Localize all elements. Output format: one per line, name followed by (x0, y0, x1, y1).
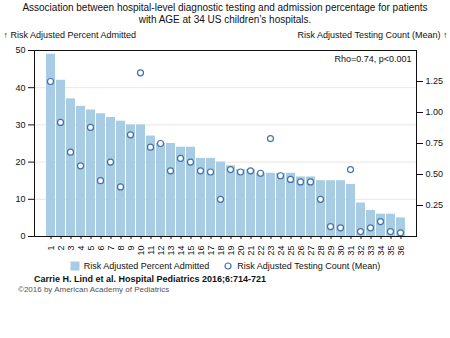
svg-text:Risk Adjusted Testing Count (M: Risk Adjusted Testing Count (Mean) ↑ (298, 30, 448, 40)
svg-text:10: 10 (15, 194, 25, 204)
svg-text:Rho=0.74, p<0.001: Rho=0.74, p<0.001 (334, 54, 411, 64)
svg-text:7: 7 (106, 246, 116, 251)
svg-text:31: 31 (346, 246, 356, 256)
svg-text:3: 3 (66, 246, 76, 251)
html-text:Risk Adjusted Testing Count (M: Risk Adjusted Testing Count (Mean) (237, 261, 381, 271)
svg-text:40: 40 (15, 83, 25, 93)
svg-text:0: 0 (20, 231, 25, 241)
svg-text:35: 35 (386, 246, 396, 256)
svg-text:15: 15 (186, 246, 196, 256)
svg-text:28: 28 (316, 246, 326, 256)
svg-text:8: 8 (116, 246, 126, 251)
svg-text:30: 30 (15, 120, 25, 130)
svg-text:17: 17 (206, 246, 216, 256)
svg-text:14: 14 (176, 246, 186, 256)
svg-text:16: 16 (196, 246, 206, 256)
svg-text:4: 4 (76, 246, 86, 251)
svg-text:2: 2 (56, 246, 66, 251)
svg-text:12: 12 (156, 246, 166, 256)
html-text:Risk Adjusted Percent Admitted: Risk Adjusted Percent Admitted (83, 261, 210, 271)
svg-text:32: 32 (356, 246, 366, 256)
svg-text:21: 21 (246, 246, 256, 256)
svg-text:0.50: 0.50 (426, 169, 444, 179)
svg-text:20: 20 (236, 246, 246, 256)
svg-text:18: 18 (216, 246, 226, 256)
svg-text:23: 23 (266, 246, 276, 256)
svg-text:25: 25 (286, 246, 296, 256)
html-text:Carrie H. Lind et al. Hospital: Carrie H. Lind et al. Hospital Pediatric… (34, 274, 267, 284)
svg-text:26: 26 (296, 246, 306, 256)
svg-text:19: 19 (226, 246, 236, 256)
svg-text:↑ Risk Adjusted Percent Admitt: ↑ Risk Adjusted Percent Admitted (4, 30, 137, 40)
html-text:©2016 by American Academy of P: ©2016 by American Academy of Pediatrics (18, 285, 170, 294)
html-text:Association between hospital-l: Association between hospital-level diagn… (22, 2, 428, 25)
svg-text:0.25: 0.25 (426, 200, 444, 210)
svg-text:20: 20 (15, 157, 25, 167)
svg-text:22: 22 (256, 246, 266, 256)
svg-text:6: 6 (96, 246, 106, 251)
svg-text:11: 11 (146, 246, 156, 255)
svg-text:36: 36 (396, 246, 406, 256)
svg-text:30: 30 (336, 246, 346, 256)
svg-text:9: 9 (126, 246, 136, 251)
svg-text:24: 24 (276, 246, 286, 256)
svg-text:1: 1 (46, 246, 56, 251)
svg-text:0.75: 0.75 (426, 138, 444, 148)
svg-text:29: 29 (326, 246, 336, 256)
svg-text:34: 34 (376, 246, 386, 256)
svg-text:1.25: 1.25 (426, 76, 444, 86)
svg-text:50: 50 (15, 45, 25, 55)
svg-text:5: 5 (86, 246, 96, 251)
svg-text:10: 10 (136, 246, 146, 256)
svg-text:33: 33 (366, 246, 376, 256)
svg-text:13: 13 (166, 246, 176, 256)
svg-text:27: 27 (306, 246, 316, 256)
svg-text:1.00: 1.00 (426, 107, 444, 117)
